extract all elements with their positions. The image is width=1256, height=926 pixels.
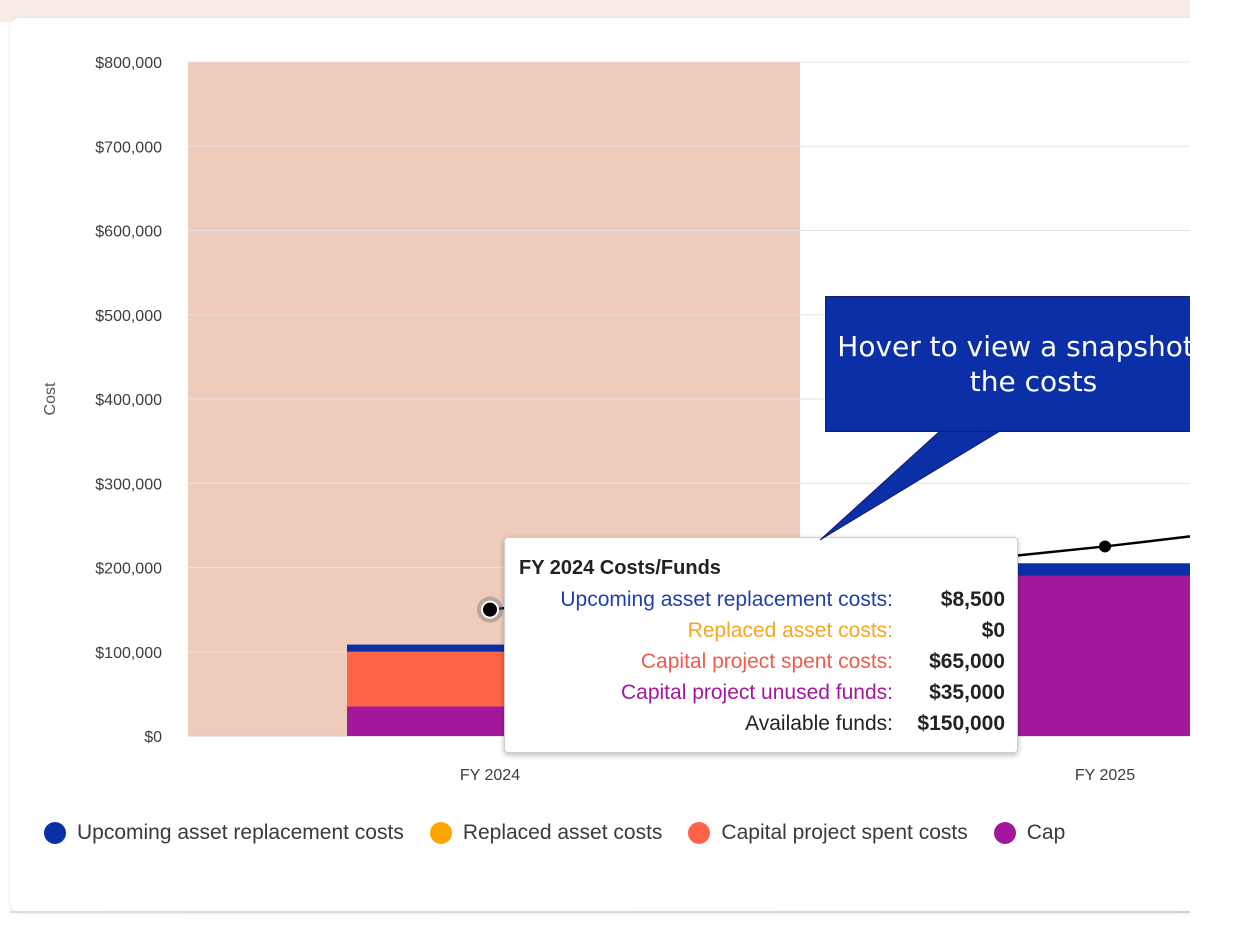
callout-text: Hover to view a snapshot of the costs [837, 330, 1230, 398]
legend-swatch-icon [688, 822, 711, 844]
tooltip-row-value: $8,500 [940, 588, 1005, 611]
y-tick-label: $600,000 [95, 224, 162, 241]
top-band [0, 0, 1190, 22]
y-tick-label: $400,000 [95, 392, 162, 409]
y-tick-label: $800,000 [95, 55, 162, 72]
tooltip-row-value: $150,000 [917, 712, 1005, 735]
legend-item[interactable]: Capital project spent costs [688, 821, 968, 845]
tooltip-row-value: $35,000 [929, 681, 1005, 704]
hover-tooltip: FY 2024 Costs/Funds Upcoming asset repla… [504, 537, 1018, 753]
line-point [1099, 540, 1111, 553]
legend-label: Capital project spent costs [721, 821, 968, 844]
y-tick-label: $0 [144, 729, 162, 746]
tooltip-row-label: Capital project spent costs: [640, 650, 893, 673]
legend-label: Upcoming asset replacement costs [77, 821, 404, 844]
tooltip-row-label: Upcoming asset replacement costs: [560, 588, 893, 611]
y-tick-label: $500,000 [95, 308, 162, 325]
tooltip-row: Upcoming asset replacement costs: $8,500 [505, 588, 1005, 616]
legend-swatch-icon [429, 822, 452, 844]
legend-label: Replaced asset costs [462, 821, 663, 844]
card-bottom-edge [10, 911, 1190, 913]
y-tick-label: $200,000 [95, 561, 162, 578]
legend-swatch-icon [993, 822, 1016, 844]
legend-swatch-icon [44, 822, 66, 844]
instruction-callout: Hover to view a snapshot of the costs [825, 296, 1242, 432]
tooltip-title: FY 2024 Costs/Funds [519, 557, 721, 579]
y-tick-label: $700,000 [95, 139, 162, 156]
right-margin [1190, 0, 1256, 926]
tooltip-row-label: Replaced asset costs: [687, 619, 893, 642]
tooltip-row-label: Available funds: [745, 712, 893, 735]
tooltip-row-value: $0 [981, 619, 1005, 642]
line-point [481, 600, 499, 619]
x-tick-label: FY 2025 [1075, 767, 1135, 784]
y-tick-label: $100,000 [95, 645, 162, 662]
legend-item[interactable]: Cap [993, 821, 1066, 845]
legend-item[interactable]: Replaced asset costs [429, 821, 663, 845]
chart-legend: Upcoming asset replacement costs Replaced… [44, 821, 1190, 851]
legend-item[interactable]: Upcoming asset replacement costs [44, 821, 404, 845]
tooltip-row: Replaced asset costs: $0 [505, 619, 1005, 647]
x-tick-label: FY 2024 [460, 767, 520, 784]
tooltip-row: Capital project unused funds: $35,000 [505, 681, 1005, 709]
tooltip-row: Capital project spent costs: $65,000 [505, 650, 1005, 678]
y-axis-label: Cost [42, 382, 59, 415]
tooltip-row-value: $65,000 [929, 650, 1005, 673]
y-tick-label: $300,000 [95, 476, 162, 493]
legend-label: Cap [1026, 821, 1066, 844]
bar-segment-upcoming-asset-replacement-costs [347, 644, 633, 652]
bar-segment-upcoming-asset-replacement-costs [962, 563, 1190, 576]
tooltip-row: Available funds: $150,000 [505, 712, 1005, 740]
tooltip-row-label: Capital project unused funds: [620, 681, 893, 704]
